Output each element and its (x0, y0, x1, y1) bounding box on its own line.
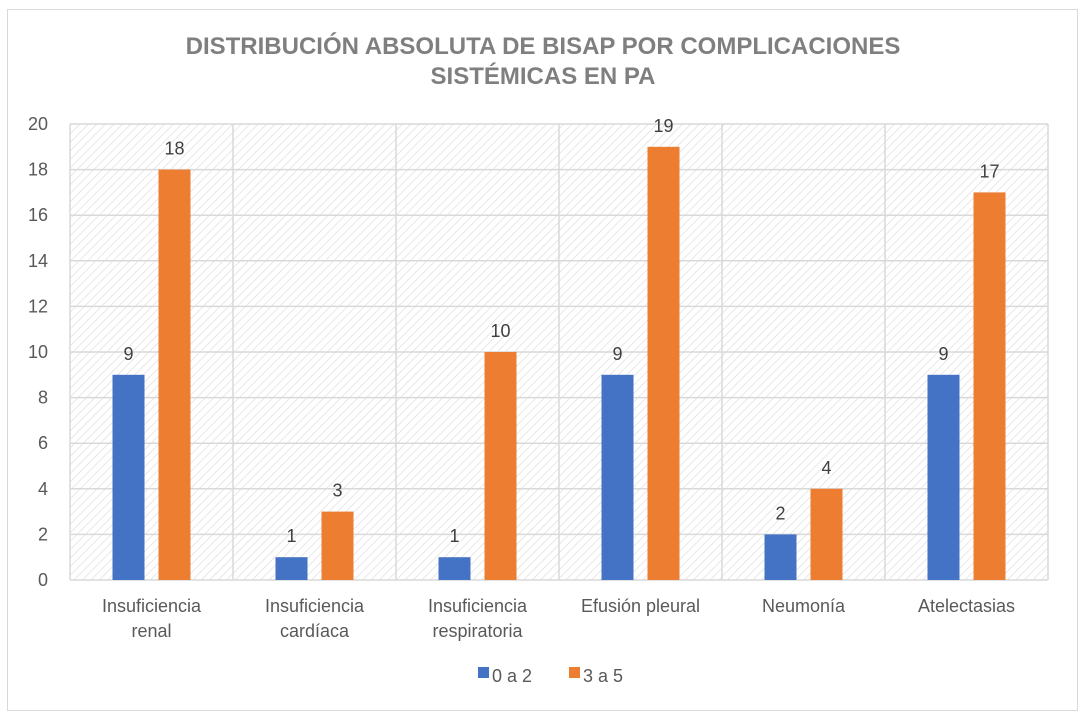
data-label: 9 (123, 344, 133, 364)
x-category-label: Insuficiencia cardíaca (265, 596, 365, 641)
x-category-line: Neumonía (762, 596, 846, 616)
data-label: 17 (979, 161, 999, 181)
data-label: 9 (612, 344, 622, 364)
x-category-line: Insuficiencia (428, 596, 528, 616)
bar-3-a-5-4 (810, 488, 843, 580)
bar-0-a-2-1 (275, 557, 308, 580)
x-category-line: renal (131, 621, 171, 641)
chart-title-line-2: SISTÉMICAS EN PA (431, 62, 656, 90)
legend: 0 a 2 3 a 5 (478, 666, 623, 686)
y-tick-label: 10 (28, 342, 48, 362)
chart-title-line-1: DISTRIBUCIÓN ABSOLUTA DE BISAP POR COMPL… (186, 32, 901, 60)
y-tick-label: 4 (38, 479, 48, 499)
bar-0-a-2-2 (438, 557, 471, 580)
y-tick-label: 12 (28, 296, 48, 316)
bar-3-a-5-0 (158, 169, 191, 580)
bar-0-a-2-4 (764, 534, 797, 580)
y-tick-label: 2 (38, 524, 48, 544)
x-category-line: Efusión pleural (581, 596, 700, 616)
y-tick-label: 0 (38, 570, 48, 590)
x-category-line: Atelectasias (918, 596, 1015, 616)
x-category-label: Insuficiencia respiratoria (428, 596, 528, 641)
data-label: 4 (821, 458, 831, 478)
data-label: 3 (332, 481, 342, 501)
y-tick-label: 6 (38, 433, 48, 453)
data-label: 19 (653, 116, 673, 136)
legend-swatch (478, 667, 489, 678)
y-tick-label: 18 (28, 160, 48, 180)
data-label: 18 (164, 139, 184, 159)
x-category-label: Efusión pleural (581, 596, 700, 616)
x-category-line: Insuficiencia (102, 596, 202, 616)
x-category-label: Atelectasias (918, 596, 1015, 616)
x-category-label: Insuficiencia renal (102, 596, 202, 641)
data-label: 10 (490, 321, 510, 341)
data-label: 2 (775, 503, 785, 523)
y-tick-label: 20 (28, 114, 48, 134)
y-tick-label: 16 (28, 205, 48, 225)
data-label: 9 (938, 344, 948, 364)
x-category-line: Insuficiencia (265, 596, 365, 616)
x-category-line: respiratoria (432, 621, 523, 641)
bar-0-a-2-0 (112, 374, 145, 580)
bar-0-a-2-3 (601, 374, 634, 580)
data-label: 1 (449, 526, 459, 546)
gridlines (69, 123, 1049, 581)
y-tick-label: 8 (38, 388, 48, 408)
bar-3-a-5-1 (321, 511, 354, 580)
bar-3-a-5-2 (484, 352, 517, 580)
data-label: 1 (286, 526, 296, 546)
y-tick-label: 14 (28, 251, 48, 271)
y-axis-ticks: 0 2 4 6 8 10 12 14 16 18 20 (28, 114, 48, 590)
legend-swatch (569, 667, 580, 678)
x-category-line: cardíaca (280, 621, 350, 641)
legend-label: 0 a 2 (492, 666, 532, 686)
bar-3-a-5-3 (647, 146, 680, 581)
bar-0-a-2-5 (927, 374, 960, 580)
chart-title: DISTRIBUCIÓN ABSOLUTA DE BISAP POR COMPL… (186, 32, 901, 90)
legend-label: 3 a 5 (583, 666, 623, 686)
bars (112, 146, 1006, 581)
x-category-label: Neumonía (762, 596, 846, 616)
bar-3-a-5-5 (973, 192, 1006, 580)
